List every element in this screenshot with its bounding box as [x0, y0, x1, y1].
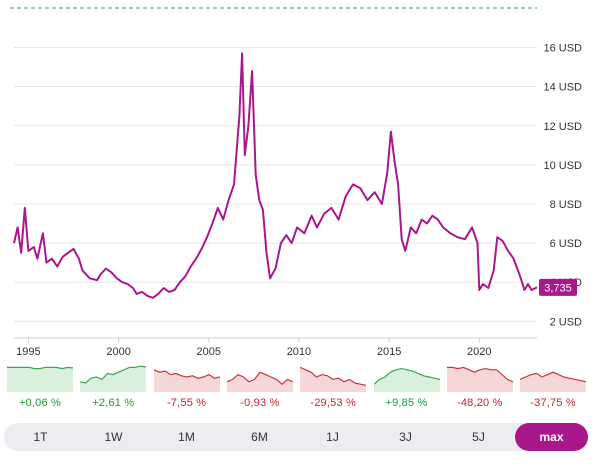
performance-label: +0,06 %: [18, 397, 62, 409]
performance-item: -37,75 %: [520, 362, 587, 414]
sparkline-area: [520, 372, 587, 392]
y-tick-label: 16 USD: [543, 43, 582, 55]
sparkline-line: [80, 365, 147, 384]
y-tick-label: 10 USD: [543, 160, 582, 172]
sparkline-line: [300, 366, 367, 386]
performance-strip: +0,06 % +2,61 % -7,55 % -0,93 % -29,53 % +9,8…: [7, 362, 587, 414]
range-button-5j[interactable]: 5J: [472, 430, 485, 444]
performance-label: +2,61 %: [92, 397, 135, 409]
price-line: [13, 52, 538, 299]
performance-item: -7,55 %: [153, 362, 220, 414]
sparkline-area: [7, 367, 73, 392]
sparkline-line: [446, 366, 513, 383]
x-tick-label: 2015: [377, 346, 401, 358]
performance-item: +9,85 %: [373, 362, 440, 414]
performance-label: -29,53 %: [310, 397, 356, 409]
sparkline-line: [520, 371, 587, 383]
range-button-6m[interactable]: 6M: [251, 430, 268, 444]
performance-item: -29,53 %: [300, 362, 367, 414]
range-button-1t[interactable]: 1T: [33, 430, 48, 444]
x-tick-label: 2010: [287, 346, 311, 358]
sparkline-area: [446, 367, 513, 392]
performance-item: +0,06 %: [7, 362, 73, 414]
sparkline-line: [7, 366, 73, 370]
performance-item: -0,93 %: [226, 362, 293, 414]
time-range-selector: 1T 1W 1M 6M 1J 3J 5J max: [4, 423, 588, 451]
performance-item: -48,20 %: [446, 362, 513, 414]
performance-label: -37,75 %: [530, 397, 576, 409]
performance-sparkline: [80, 365, 147, 392]
range-button-max[interactable]: max: [515, 423, 588, 451]
performance-sparkline: [373, 367, 440, 392]
x-tick-label: 2000: [106, 346, 130, 358]
x-tick-label: 1995: [16, 346, 40, 358]
range-button-1w[interactable]: 1W: [104, 430, 123, 444]
performance-label: -7,55 %: [166, 397, 207, 409]
performance-sparkline: [520, 371, 587, 392]
performance-item: +2,61 %: [80, 362, 147, 414]
sparkline-area: [80, 366, 147, 392]
performance-sparkline: [153, 369, 220, 392]
sparkline-line: [153, 369, 220, 379]
range-button-3j[interactable]: 3J: [399, 430, 412, 444]
y-tick-label: 6 USD: [550, 238, 582, 250]
sparkline-line: [373, 367, 440, 385]
last-price-badge: 3,735: [539, 278, 577, 296]
sparkline-line: [226, 371, 293, 385]
performance-sparkline: [226, 371, 293, 392]
y-tick-label: 12 USD: [543, 121, 582, 133]
last-price-value: 3,735: [544, 282, 572, 294]
x-tick-label: 2020: [467, 346, 491, 358]
performance-label: +9,85 %: [385, 397, 428, 409]
performance-label: -48,20 %: [456, 397, 503, 409]
y-tick-label: 2 USD: [550, 316, 582, 328]
x-tick-label: 2005: [197, 346, 221, 358]
performance-sparkline: [446, 366, 513, 392]
range-button-1m[interactable]: 1M: [178, 430, 195, 444]
y-tick-label: 14 USD: [543, 82, 582, 94]
sparkline-area: [373, 368, 440, 392]
sparkline-area: [153, 369, 220, 392]
last-price-badge-bg: [539, 278, 577, 296]
performance-sparkline: [7, 366, 73, 392]
y-tick-label: 8 USD: [550, 199, 582, 211]
range-button-1j[interactable]: 1J: [326, 430, 339, 444]
performance-label: -0,93 %: [240, 397, 280, 409]
performance-sparkline: [300, 366, 367, 392]
